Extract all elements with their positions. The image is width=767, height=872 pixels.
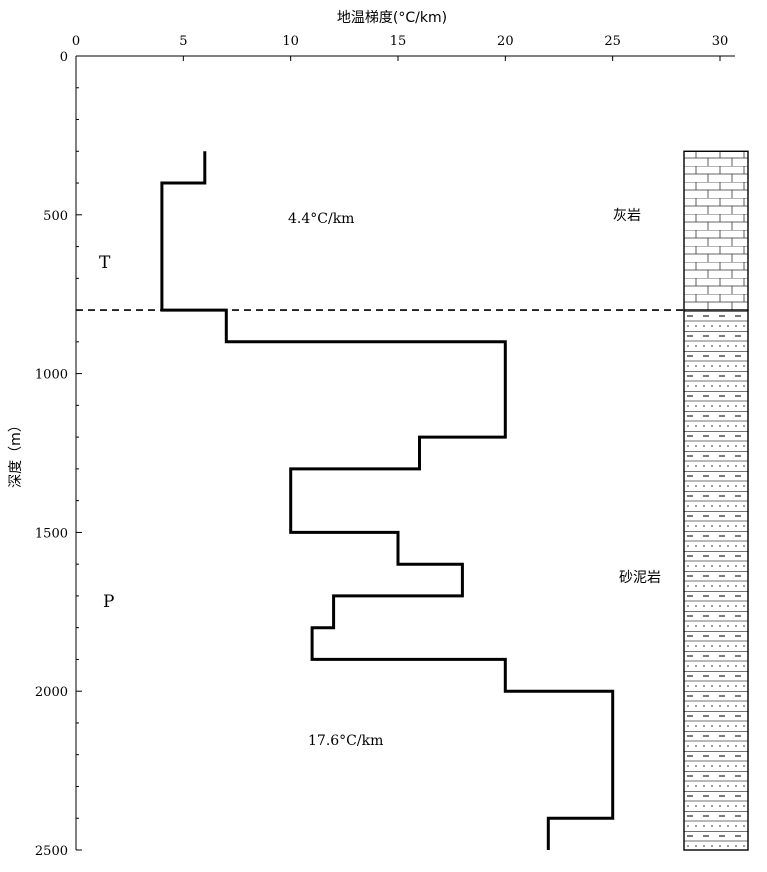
y-tick-group: 0 500 1000 1500 2000 2500 [35,50,82,859]
lower-gradient-label: 17.6°C/km [308,733,383,749]
y-tick-label: 500 [43,209,68,224]
y-tick-label: 2000 [35,685,68,700]
x-tick-label: 25 [604,34,621,49]
y-tick-label: 2500 [35,844,68,859]
strata-label-t: T [99,253,111,273]
x-axis-title: 地温梯度(°C/km) [337,10,447,26]
x-tick-group: 0 5 10 15 20 25 30 [72,34,728,61]
x-tick-label: 30 [712,34,729,49]
x-tick-label: 5 [179,34,187,49]
lithology-label-limestone: 灰岩 [613,208,641,224]
y-axis-title: 深度（m） [8,418,24,488]
x-tick-label: 20 [497,34,514,49]
x-tick-label: 15 [390,34,407,49]
strata-label-p: P [103,592,114,612]
x-tick-label: 0 [72,34,80,49]
x-tick-label: 10 [282,34,299,49]
upper-gradient-label: 4.4°C/km [288,211,354,227]
y-tick-label: 0 [60,50,68,65]
lithology-sand-mud-layer [683,309,749,851]
y-tick-label: 1000 [35,368,68,383]
lithology-label-sand-mud: 砂泥岩 [619,570,661,586]
gradient-series-line [160,151,615,850]
lithology-limestone-layer [683,150,749,311]
y-tick-label: 1500 [35,526,68,541]
